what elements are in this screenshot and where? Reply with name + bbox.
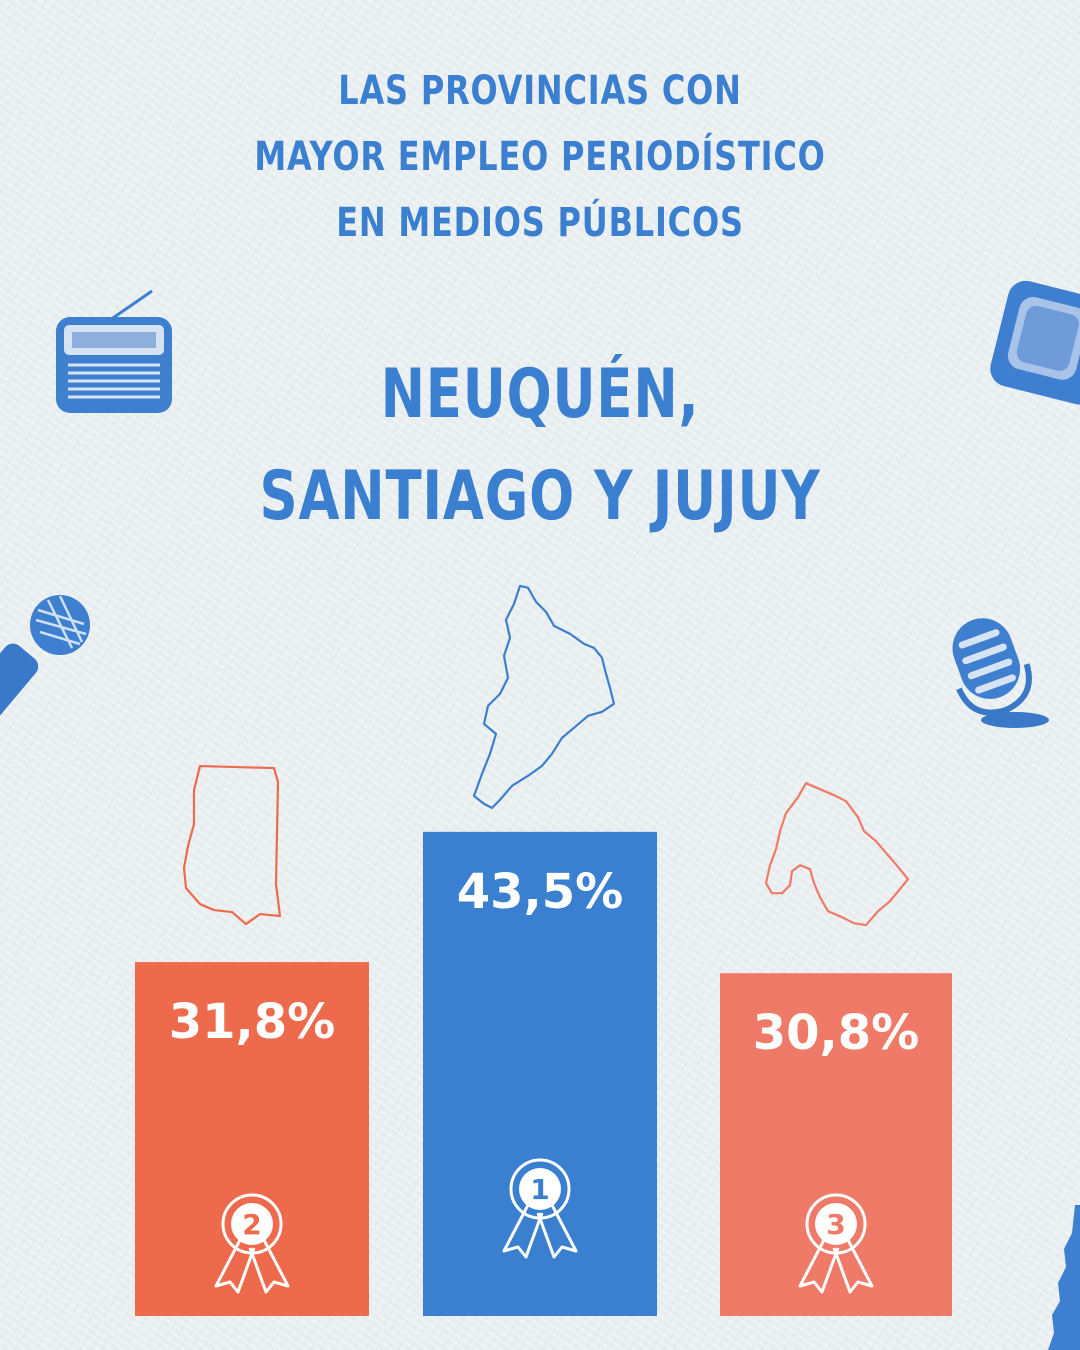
province-outline-neuquen [472,584,616,809]
subtitle-line-1: LAS PROVINCIAS CON [338,68,742,114]
province-outline-santiago [182,764,282,926]
headline-line-1: NEUQUÉN, [380,355,700,434]
headline-line-2: SANTIAGO Y JUJUY [259,457,821,536]
bar-3 [720,973,952,1316]
medal-badge [519,1168,561,1210]
chart-headline: NEUQUÉN, SANTIAGO Y JUJUY [119,344,961,548]
television-icon [990,280,1080,405]
radio-icon [56,289,172,413]
rank-label: 2 [242,1208,261,1241]
ribbon-icon [214,1239,290,1294]
subtitle-line-3: EN MEDIOS PÚBLICOS [336,200,744,246]
medal-ring [509,1158,571,1220]
data-label: 30,8% [753,1005,920,1061]
medal-ring [805,1193,867,1255]
medal-ring [221,1193,283,1255]
subtitle-line-2: MAYOR EMPLEO PERIODÍSTICO [254,134,826,180]
ribbon-icon [502,1204,578,1259]
ribbon-icon [798,1239,874,1294]
chart-subtitle: LAS PROVINCIAS CON MAYOR EMPLEO PERIODÍS… [108,58,972,256]
medal-badge [815,1203,857,1245]
rank-label: 1 [530,1173,549,1206]
data-label: 31,8% [169,994,336,1050]
rank-label: 3 [826,1208,845,1241]
studio-microphone-icon [952,618,1049,728]
medal-badge [231,1203,273,1245]
province-outline-jujuy [764,782,910,927]
data-label: 43,5% [457,864,624,920]
bar-2 [423,831,657,1316]
handheld-microphone-icon [0,595,90,723]
corner-map-fragment [1048,1205,1080,1350]
